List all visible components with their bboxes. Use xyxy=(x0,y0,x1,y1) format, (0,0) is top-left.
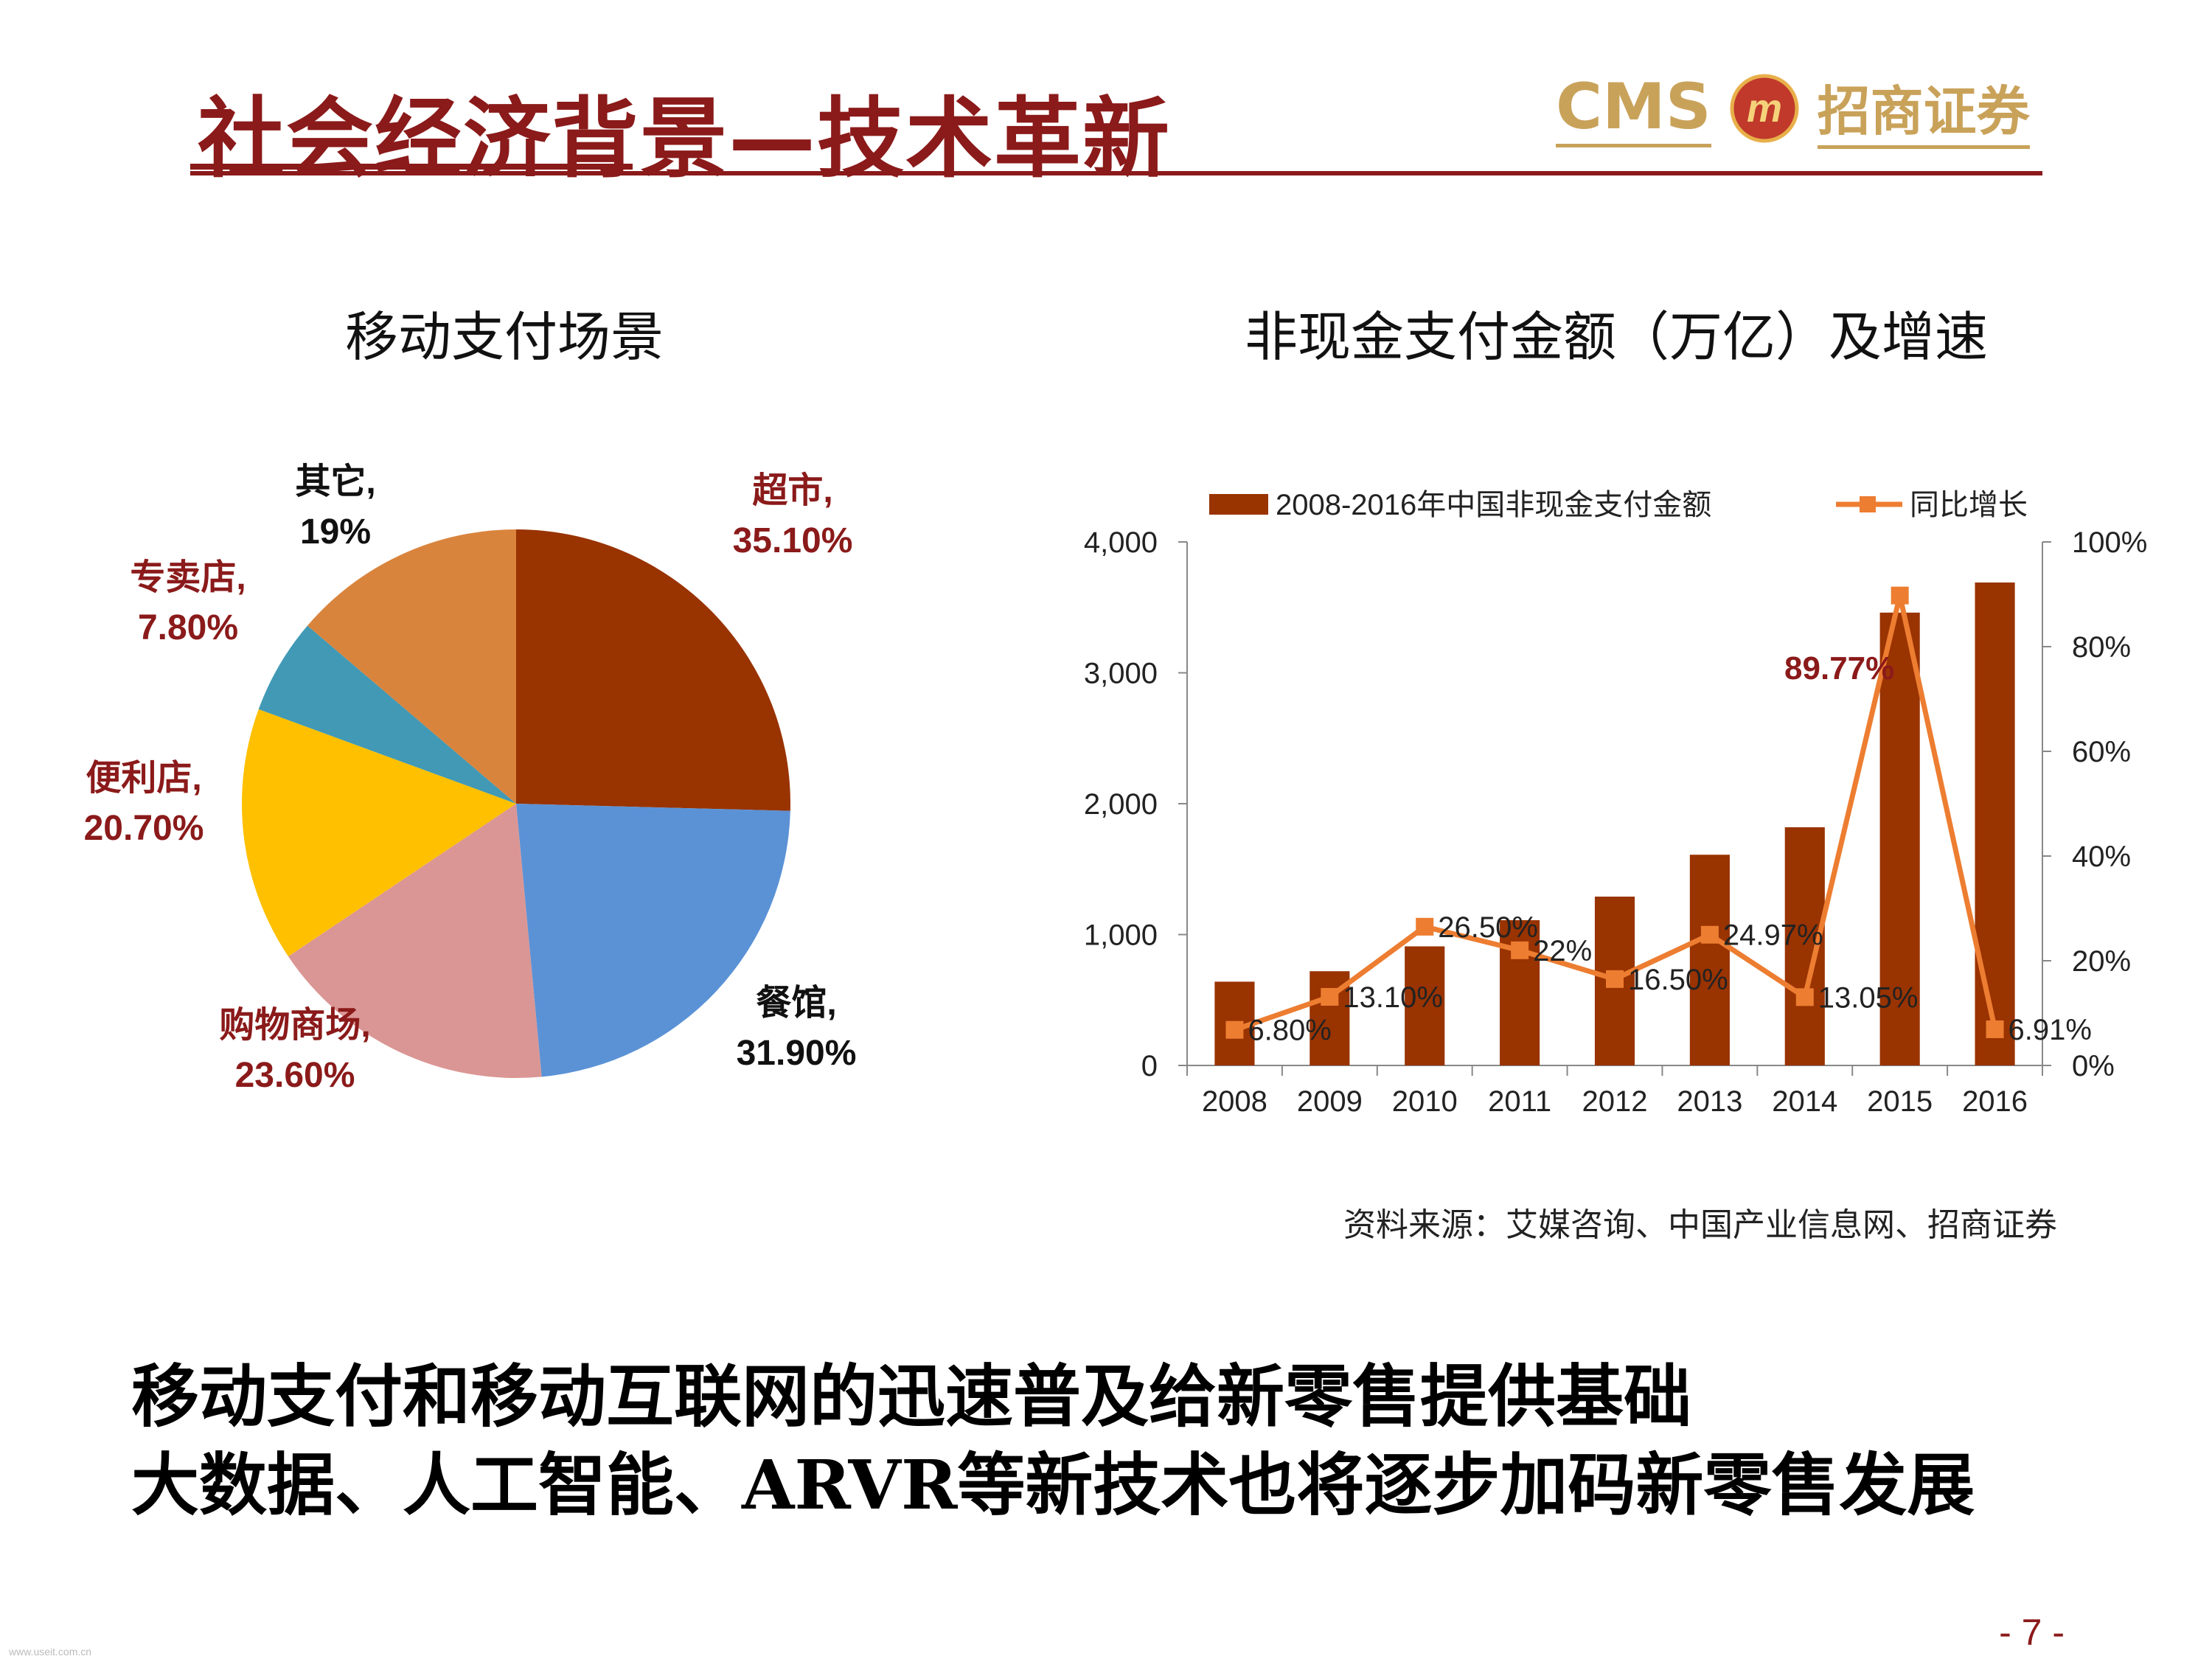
pie-slice-1 xyxy=(516,804,790,1077)
pie-label-4: 专卖店, 7.80% xyxy=(100,553,276,653)
logo-text: CMS xyxy=(1556,70,1711,147)
x-tick-label-2011: 2011 xyxy=(1488,1085,1551,1118)
bar-2015 xyxy=(1879,612,1920,1065)
logo-badge-icon: m xyxy=(1730,74,1799,143)
pie-label-name-0: 超市, xyxy=(752,471,833,510)
pie-label-name-4: 专卖店, xyxy=(130,558,246,597)
legend-swatch-bar xyxy=(1209,494,1268,515)
growth-label-2010: 26.50% xyxy=(1438,911,1538,944)
right-tick-label-5: 100% xyxy=(2072,526,2147,559)
pie-label-5: 其它, 19% xyxy=(247,457,424,557)
growth-marker-2010 xyxy=(1416,917,1434,936)
cms-logo: CMS m 招商证券 xyxy=(1556,68,2030,149)
cashless-payment-chart: 2008-2016年中国非现金支付金额 同比增长 0 1,000 2,000 3,00… xyxy=(1084,489,2147,1118)
pie-slices xyxy=(241,529,790,1078)
title-underline-accent xyxy=(190,164,633,170)
left-tick-label-2: 2,000 xyxy=(1084,788,1158,821)
growth-marker-2015 xyxy=(1891,586,1909,605)
growth-marker-2011 xyxy=(1511,941,1529,959)
right-tick-label-4: 80% xyxy=(2072,631,2131,664)
growth-marker-2014 xyxy=(1795,988,1814,1006)
legend-swatch-marker xyxy=(1860,496,1876,512)
pie-slice-2 xyxy=(288,804,542,1078)
bar-2016 xyxy=(1975,582,2015,1065)
growth-label-2015: 89.77% xyxy=(1784,650,1894,686)
left-tick-label-4: 4,000 xyxy=(1084,526,1158,559)
bar-2010 xyxy=(1405,946,1445,1065)
pie-label-name-5: 其它, xyxy=(295,462,376,501)
bar-chart-title: 非现金支付金额（万亿）及增速 xyxy=(1245,306,1989,368)
x-tick-label-2014: 2014 xyxy=(1772,1085,1837,1118)
left-tick-label-3: 3,000 xyxy=(1084,658,1158,690)
pie-label-value-2: 23.60% xyxy=(234,1056,355,1095)
left-tick-label-1: 1,000 xyxy=(1084,919,1158,952)
x-tick-label-2008: 2008 xyxy=(1202,1085,1267,1118)
left-tick-label-0: 0 xyxy=(1141,1050,1158,1082)
summary-line-1: 移动支付和移动互联网的迅速普及给新零售提供基础 xyxy=(131,1357,1692,1436)
growth-label-2016: 6.91% xyxy=(2008,1014,2092,1046)
legend-label-bar: 2008-2016年中国非现金支付金额 xyxy=(1276,489,1711,521)
pie-label-name-3: 便利店, xyxy=(86,759,202,798)
growth-label-2008: 6.80% xyxy=(1248,1015,1331,1047)
x-tick-label-2013: 2013 xyxy=(1677,1085,1742,1118)
pie-label-value-4: 7.80% xyxy=(137,608,239,647)
growth-marker-2016 xyxy=(1986,1020,2004,1038)
pie-slice-0 xyxy=(516,529,790,811)
right-tick-label-0: 0% xyxy=(2072,1050,2115,1082)
growth-label-2009: 13.10% xyxy=(1343,981,1443,1014)
growth-label-2011: 22% xyxy=(1533,935,1592,967)
pie-label-name-2: 购物商场, xyxy=(219,1006,371,1045)
pie-slice-4 xyxy=(258,625,516,804)
x-axis-ticks: 2008 2009 2010 2011 2012 2013 2014 2015 2016 xyxy=(1186,1065,2043,1118)
growth-marker-2008 xyxy=(1225,1020,1244,1039)
pie-chart xyxy=(241,529,790,1078)
pie-label-1: 餐馆, 31.90% xyxy=(708,978,885,1079)
x-tick-label-2015: 2015 xyxy=(1867,1085,1933,1118)
chart-legend: 2008-2016年中国非现金支付金额 同比增长 xyxy=(1209,489,2028,521)
pie-slice-5 xyxy=(307,529,516,804)
growth-marker-2009 xyxy=(1321,987,1339,1006)
growth-label-2014: 13.05% xyxy=(1818,981,1919,1014)
x-tick-label-2009: 2009 xyxy=(1297,1085,1363,1118)
growth-marker-2012 xyxy=(1606,970,1624,988)
chart-axes: 0 1,000 2,000 3,000 4,000 0% 20% 40% 60% 80% 100% xyxy=(1084,526,2147,1082)
growth-label-2013: 24.97% xyxy=(1723,919,1823,952)
pie-label-value-3: 20.70% xyxy=(83,809,204,848)
pie-label-2: 购物商场, 23.60% xyxy=(206,1001,383,1101)
growth-marker-2013 xyxy=(1700,925,1719,944)
pie-label-0: 超市, 35.10% xyxy=(704,466,881,566)
pie-slice-3 xyxy=(241,709,516,957)
pie-label-name-1: 餐馆, xyxy=(756,984,837,1023)
growth-label-2012: 16.50% xyxy=(1628,964,1728,996)
logo-badge-letter: m xyxy=(1747,86,1782,131)
growth-line: 6.80% 13.10% 26.50%22% 16.50% 24.97% 13.05% 89… xyxy=(1225,586,2092,1047)
x-tick-label-2010: 2010 xyxy=(1392,1085,1458,1118)
pie-label-value-5: 19% xyxy=(299,512,372,552)
pie-label-value-1: 31.90% xyxy=(736,1034,857,1073)
pie-label-value-0: 35.10% xyxy=(732,521,853,560)
watermark: www.useit.com.cn xyxy=(9,1646,92,1658)
pie-label-3: 便利店, 20.70% xyxy=(55,754,232,854)
right-tick-label-1: 20% xyxy=(2072,945,2131,978)
bar-2013 xyxy=(1689,855,1730,1065)
pie-chart-title: 移动支付场景 xyxy=(345,306,664,368)
legend-label-line: 同比增长 xyxy=(1910,489,2028,521)
x-tick-label-2016: 2016 xyxy=(1962,1085,2028,1118)
title-underline xyxy=(190,171,2042,175)
x-tick-label-2012: 2012 xyxy=(1582,1085,1648,1118)
page-number: - 7 - xyxy=(1999,1612,2065,1653)
data-source: 资料来源：艾媒咨询、中国产业信息网、招商证券 xyxy=(1343,1206,2057,1244)
right-tick-label-2: 40% xyxy=(2072,841,2131,873)
logo-company-name: 招商证券 xyxy=(1817,68,2030,149)
right-tick-label-3: 60% xyxy=(2072,736,2131,768)
summary-line-2: 大数据、人工智能、ARVR等新技术也将逐步加码新零售发展 xyxy=(131,1445,1975,1525)
